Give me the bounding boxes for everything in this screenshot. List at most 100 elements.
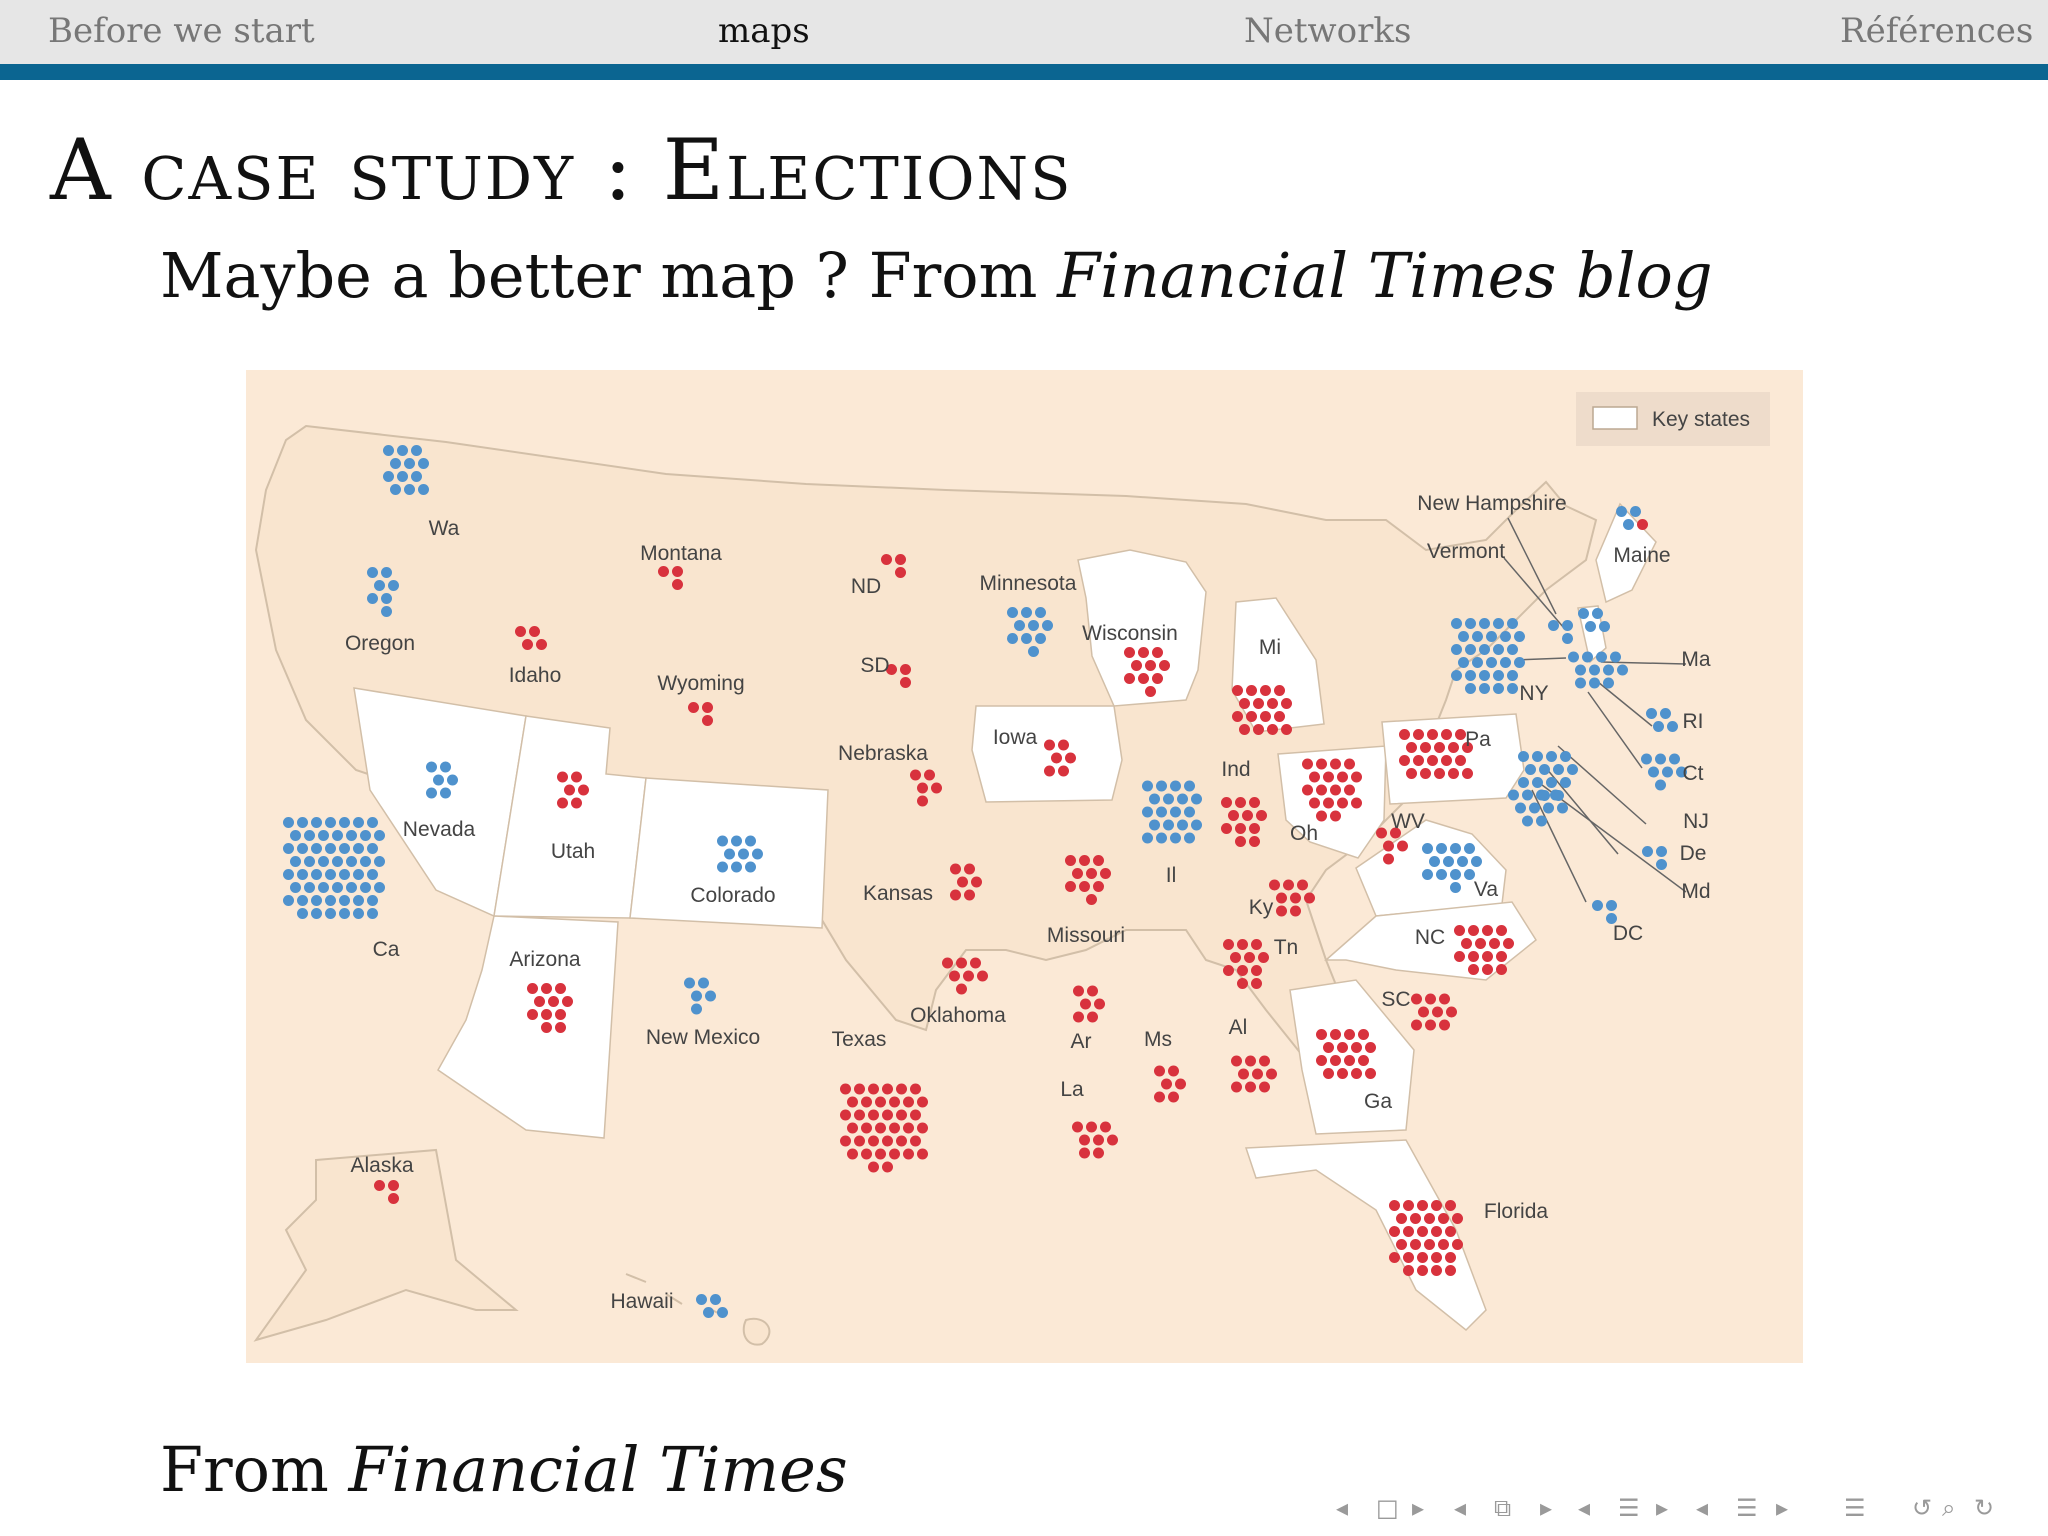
nav-section-references[interactable]: Références bbox=[1840, 11, 2034, 51]
utah-dot bbox=[557, 771, 568, 783]
nj-dot bbox=[1546, 777, 1557, 788]
pa-dot bbox=[1406, 742, 1417, 753]
prev-page-icon[interactable]: ◂ bbox=[1696, 1494, 1709, 1522]
texas-dot bbox=[840, 1083, 851, 1095]
ca-dot bbox=[297, 843, 308, 854]
alaska-outline bbox=[253, 1148, 519, 1342]
back-icon[interactable]: ↺ bbox=[1912, 1494, 1933, 1522]
prev-section-icon[interactable]: ◂ bbox=[1578, 1494, 1591, 1522]
section-icon[interactable]: ☰ bbox=[1618, 1494, 1640, 1522]
il-dot bbox=[1184, 832, 1195, 844]
next-page-icon[interactable]: ▸ bbox=[1776, 1494, 1789, 1522]
va-dot bbox=[1422, 843, 1433, 854]
slide-title: A case study : Elections bbox=[50, 121, 1073, 219]
ar-dot bbox=[1080, 998, 1091, 1010]
il-dot bbox=[1163, 819, 1174, 831]
mi-dot bbox=[1239, 698, 1250, 709]
minnesota-dot bbox=[1028, 620, 1039, 631]
nav-section-before-we-start[interactable]: Before we start bbox=[48, 11, 315, 51]
texas-dot bbox=[903, 1148, 914, 1160]
ca-dot bbox=[283, 869, 294, 880]
ca-dot bbox=[332, 882, 343, 893]
nj-dot bbox=[1532, 777, 1543, 788]
colorado-dot bbox=[717, 861, 728, 873]
forward-icon[interactable]: ↻ bbox=[1974, 1494, 1995, 1522]
tn-dot bbox=[1237, 965, 1248, 976]
minnesota-dot bbox=[1035, 633, 1046, 644]
sd-dot bbox=[900, 677, 911, 688]
tn-dot bbox=[1244, 952, 1255, 963]
al-dot bbox=[1231, 1081, 1242, 1093]
wv-dot bbox=[1390, 827, 1401, 839]
wisconsin-dot bbox=[1131, 660, 1142, 671]
mi-dot bbox=[1260, 711, 1271, 722]
texas-dot bbox=[868, 1161, 879, 1173]
florida-dot bbox=[1431, 1226, 1442, 1237]
ma-dot bbox=[1568, 651, 1579, 663]
subsection-icon[interactable]: ⧉ bbox=[1494, 1494, 1512, 1522]
ny-dot bbox=[1486, 631, 1497, 642]
florida-dot bbox=[1431, 1252, 1442, 1263]
wa-dot bbox=[411, 471, 422, 482]
search-icon[interactable]: ⌕ bbox=[1942, 1494, 1956, 1522]
hawaii-dot bbox=[717, 1307, 728, 1318]
nav-section-networks[interactable]: Networks bbox=[1244, 11, 1412, 51]
prev-frame-icon[interactable]: ◂ bbox=[1336, 1494, 1349, 1522]
nebraska-dot bbox=[910, 769, 921, 781]
toc-icon[interactable]: ☰ bbox=[1844, 1494, 1866, 1522]
oklahoma-dot bbox=[977, 970, 988, 982]
nebraska-dot bbox=[931, 782, 942, 794]
texas-dot bbox=[840, 1109, 851, 1121]
oregon-label: Oregon bbox=[345, 632, 415, 655]
next-subsection-icon[interactable]: ▸ bbox=[1540, 1494, 1553, 1522]
oh-dot bbox=[1302, 758, 1313, 770]
va-dot bbox=[1443, 856, 1454, 867]
al-dot bbox=[1259, 1055, 1270, 1067]
minnesota-dot bbox=[1028, 646, 1039, 657]
texas-dot bbox=[854, 1135, 865, 1147]
oklahoma-dot bbox=[956, 983, 967, 995]
pa-label: Pa bbox=[1465, 728, 1491, 751]
nj-dot bbox=[1525, 764, 1536, 775]
nd-dot bbox=[895, 567, 906, 578]
oh-dot bbox=[1323, 797, 1334, 809]
florida-dot bbox=[1396, 1213, 1407, 1224]
ca-dot bbox=[367, 908, 378, 919]
nc-dot bbox=[1496, 964, 1507, 975]
oregon-dot bbox=[381, 593, 392, 604]
key-state-iowa bbox=[971, 705, 1123, 803]
frame-icon[interactable]: □ bbox=[1376, 1494, 1399, 1522]
florida-dot bbox=[1424, 1239, 1435, 1250]
la-dot bbox=[1079, 1147, 1090, 1159]
ca-dot bbox=[290, 830, 301, 841]
florida-dot bbox=[1389, 1200, 1400, 1211]
colorado-dot bbox=[724, 848, 735, 860]
missouri-dot bbox=[1079, 881, 1090, 892]
il-dot bbox=[1177, 793, 1188, 805]
nav-section-maps[interactable]: maps bbox=[718, 11, 810, 51]
minnesota-label: Minnesota bbox=[980, 572, 1077, 595]
prev-subsection-icon[interactable]: ◂ bbox=[1454, 1494, 1467, 1522]
nc-dot bbox=[1482, 964, 1493, 975]
oh-dot bbox=[1330, 784, 1341, 796]
ct-dot bbox=[1648, 766, 1659, 778]
ct-dot bbox=[1641, 753, 1652, 765]
wa-dot bbox=[383, 445, 394, 456]
colorado-dot bbox=[745, 861, 756, 873]
next-section-icon[interactable]: ▸ bbox=[1656, 1494, 1669, 1522]
va-dot bbox=[1429, 856, 1440, 867]
al-dot bbox=[1245, 1055, 1256, 1067]
ca-dot bbox=[339, 895, 350, 906]
ca-dot bbox=[353, 895, 364, 906]
page-icon[interactable]: ☰ bbox=[1736, 1494, 1758, 1522]
nebraska-dot bbox=[917, 795, 928, 807]
nevada-dot bbox=[440, 761, 451, 773]
dc-dot bbox=[1606, 913, 1617, 924]
next-frame-icon[interactable]: ▸ bbox=[1412, 1494, 1425, 1522]
ny-dot bbox=[1507, 683, 1518, 694]
arizona-dot bbox=[534, 996, 545, 1007]
idaho-label: Idaho bbox=[509, 664, 562, 687]
va-dot bbox=[1436, 869, 1447, 880]
ca-dot bbox=[297, 895, 308, 906]
tn-dot bbox=[1251, 939, 1262, 950]
